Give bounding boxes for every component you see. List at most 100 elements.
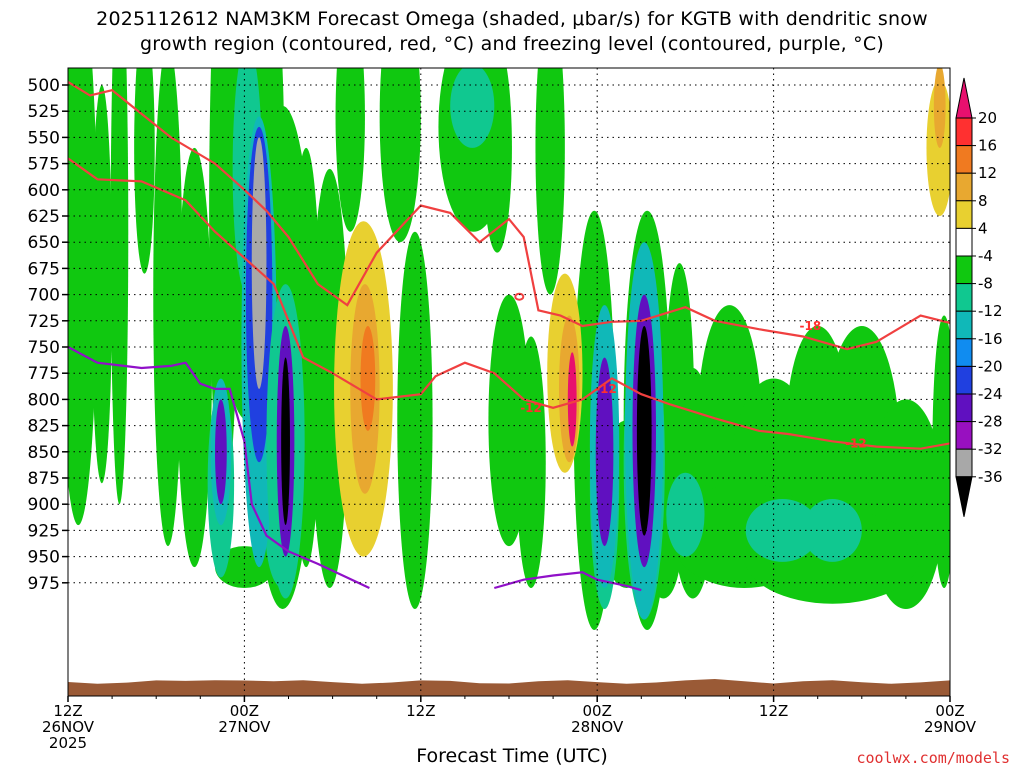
omega-field [68,68,950,696]
contour-label: -12 [845,436,867,450]
y-tick-label: 900 [28,495,60,515]
y-tick-label: 525 [28,102,60,122]
dgz-contour-loop [514,292,525,301]
y-tick-label: 825 [28,417,60,437]
grid-lines [67,68,950,696]
colorbar-segment [955,227,973,257]
x-tick-label: 12Z [759,702,788,720]
y-tick-label: 675 [28,259,60,279]
y-tick-label: 725 [28,312,60,332]
y-tick-label: 700 [28,286,60,306]
rising-motion-area [91,85,113,484]
colorbar-segment [955,255,973,285]
x-tick-label: 00Z [935,702,964,720]
x-tick-label: 27NOV [218,718,271,736]
y-axis: 500 525 550 575 600 625 650 675 700 725 750 775 800 8… [28,76,68,594]
colorbar-label: -36 [978,468,1003,486]
colorbar-label: 12 [978,164,997,182]
colorbar-label: 16 [978,137,997,155]
colorbar-label: -20 [978,357,1003,375]
colorbar-segment [955,393,973,423]
y-tick-label: 600 [28,181,60,201]
y-tick-label: 575 [28,155,60,175]
y-tick-label: 800 [28,390,60,410]
y-tick-label: 775 [28,364,60,384]
colorbar-label: 8 [978,192,988,210]
colorbar-segment [955,448,973,478]
colorbar-arrow-bottom [955,476,973,517]
y-tick-label: 500 [28,76,60,96]
x-tick-label: 2025 [49,734,87,752]
colorbar-arrow-top [955,77,973,119]
colorbar-label: -16 [978,330,1003,348]
rising-motion-area [516,336,546,589]
y-tick-label: 550 [28,128,60,148]
colorbar-label: -8 [978,275,993,293]
rising-motion-area [535,68,565,295]
rising-motion-area [450,68,495,148]
rising-motion-area [68,68,98,526]
colorbar-segment [955,310,973,340]
rising-motion-area [176,147,213,568]
y-tick-label: 650 [28,233,60,253]
omega-cell-2 [251,137,267,389]
y-tick-label: 875 [28,469,60,489]
contour-labels: -18 -12 -12 -12 [520,319,867,450]
omega-cell-13 [567,352,577,447]
rising-motion-area [745,498,820,562]
rising-motion-area [134,68,155,274]
contour-label: -12 [595,382,617,396]
contour-label: -18 [800,319,822,333]
colorbar-segment [955,365,973,395]
colorbar-segment [955,172,973,202]
chart-title-line2: growth region (contoured, red, °C) and f… [140,33,884,55]
y-tick-label: 625 [28,207,60,227]
colorbar-label: 20 [978,109,997,127]
rising-motion-area [335,68,365,232]
chart-title-line1: 2025112612 NAM3KM Forecast Omega (shaded… [96,8,928,30]
x-axis-title: Forecast Time (UTC) [416,745,608,767]
colorbar-segment [955,338,973,367]
colorbar-label: -4 [978,247,993,265]
omega-cell-15 [595,357,614,547]
y-tick-label: 950 [28,548,60,568]
omega-cell-10 [360,326,376,431]
omega-cell-20 [933,68,946,148]
x-tick-label: 26NOV [42,718,95,736]
x-tick-label: 28NOV [571,718,624,736]
colorbar-label: -28 [978,413,1003,431]
y-tick-label: 750 [28,338,60,358]
contour-label: -12 [520,401,542,415]
colorbar-segment [955,145,973,174]
colorbar-label: -12 [978,302,1003,320]
freezing-level-contour [494,571,642,592]
rising-motion-area [153,68,183,547]
colorbar: 20 16 12 8 4 -4 -8 -12 -16 -20 -24 -28 -32 -36 [955,77,1003,517]
colorbar-segment [955,421,973,450]
colorbar-segment [955,283,973,312]
rising-motion-area [379,68,421,243]
rising-motion-area [110,68,129,505]
colorbar-segment [955,117,973,147]
rising-motion-area [932,315,950,588]
x-tick-label: 12Z [53,702,82,720]
rising-motion-area [803,498,862,562]
colorbar-label: -32 [978,440,1003,458]
x-tick-label: 00Z [230,702,259,720]
y-tick-label: 850 [28,443,60,463]
freezing-level-contour [68,346,370,589]
dgz-contour-minus18 [68,80,950,351]
y-tick-label: 925 [28,521,60,541]
omega-cell-18 [636,326,652,536]
credit-text: coolwx.com/models [856,749,1010,767]
rising-motion-area [666,472,705,557]
omega-cell-5 [281,357,290,526]
rising-motion-area [397,231,433,610]
colorbar-segment [955,200,973,229]
x-tick-label: 12Z [406,702,435,720]
colorbar-label: 4 [978,219,988,237]
y-tick-label: 975 [28,574,60,594]
terrain-surface [68,679,950,696]
